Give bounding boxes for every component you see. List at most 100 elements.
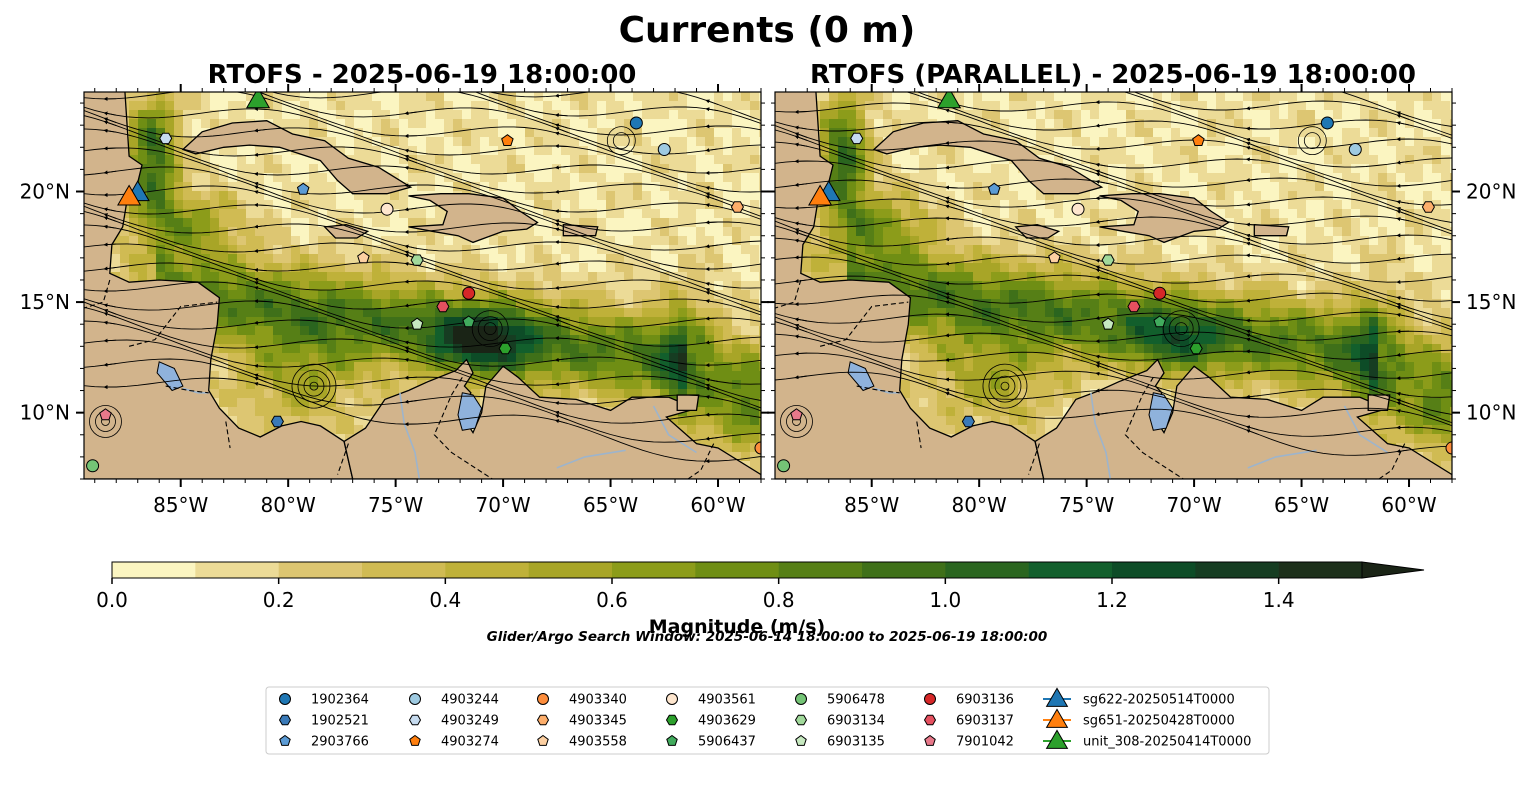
marker-4903561 <box>1071 202 1085 216</box>
streamline-arrow <box>1095 316 1109 321</box>
marker-4903345 <box>1421 201 1435 213</box>
streamline-arrow <box>253 345 267 350</box>
legend-label: 6903134 <box>827 714 885 729</box>
streamline-arrow <box>404 346 418 352</box>
eddy-streamline <box>477 316 503 342</box>
marker-4903629 <box>498 342 512 355</box>
marker-4903274 <box>1192 134 1205 146</box>
streamline-arrow <box>944 357 958 362</box>
legend-marker-4903244 <box>409 693 421 705</box>
eddy-streamline <box>1162 310 1200 348</box>
legend-marker-4903345 <box>536 714 550 726</box>
streamline-arrow <box>554 285 568 290</box>
streamline <box>775 321 1452 424</box>
legend-entry-4903561: 4903561 <box>666 693 756 708</box>
x-tick-label: 65°W <box>583 493 638 517</box>
streamline <box>775 102 1452 187</box>
streamline <box>84 224 761 316</box>
streamline-arrow <box>554 209 568 214</box>
streamline <box>775 294 1452 379</box>
streamline-arrow <box>1245 106 1259 111</box>
streamline-arrow <box>794 221 808 226</box>
marker-1902521 <box>961 415 975 428</box>
streamline-arrow <box>404 279 418 284</box>
streamline <box>775 316 1452 415</box>
legend-label: unit_308-20250414T0000 <box>1083 735 1251 750</box>
marker-sg651-20250428T0000 <box>117 184 142 206</box>
streamline-arrow <box>1245 274 1259 279</box>
streamline-arrow <box>794 334 808 339</box>
streamline-arrow <box>705 436 719 441</box>
streamline-arrow <box>404 357 418 362</box>
y-tick-label: 15°N <box>1466 290 1516 314</box>
legend-marker-6903134 <box>794 714 808 726</box>
eddy-streamline <box>612 132 630 150</box>
streamline-arrow <box>1095 364 1109 370</box>
colorbar-bin <box>445 562 529 578</box>
streamline-arrow <box>1396 209 1410 216</box>
streamline-arrow <box>944 377 958 382</box>
streamline-arrow <box>1245 222 1259 227</box>
streamline-arrow <box>554 261 568 266</box>
legend-entry-5906478: 5906478 <box>795 693 885 708</box>
figure-title: Currents (0 m) <box>619 10 916 51</box>
streamline-arrow <box>554 144 568 149</box>
streamline <box>775 256 1452 341</box>
streamline-arrow <box>1245 137 1259 143</box>
legend-marker-5906478 <box>795 693 807 705</box>
streamline-arrow <box>554 93 568 98</box>
marker-6903137 <box>1127 300 1141 313</box>
legend-entry-6903136: 6903136 <box>924 693 1014 708</box>
river <box>182 387 209 394</box>
legend-entry-6903134: 6903134 <box>794 714 885 729</box>
eddy-streamline <box>483 322 497 336</box>
colorbar-bin <box>278 562 363 578</box>
colorbar-tick-label: 1.0 <box>929 588 961 612</box>
river <box>652 405 697 454</box>
streamline <box>84 205 761 306</box>
legend-label: sg651-20250428T0000 <box>1083 714 1235 729</box>
streamline <box>1133 92 1452 136</box>
streamline-arrow <box>705 412 719 417</box>
platform-markers <box>86 92 761 473</box>
streamline-arrow <box>1396 217 1410 222</box>
colorbar: 0.0 0.2 0.4 0.6 0.8 1.0 1.2 1.4 Magnitude (m/s) <box>96 561 1425 638</box>
marker-5906437 <box>462 315 475 328</box>
streamline-arrow <box>1245 429 1259 435</box>
legend-marker-unit_308-20250414T0000 <box>1045 729 1069 749</box>
streamline-arrow <box>1245 233 1259 239</box>
streamline-arrow <box>404 154 418 161</box>
marker-4903244 <box>657 142 671 156</box>
streamline-arrow <box>253 181 267 187</box>
legend-label: 4903244 <box>441 693 499 708</box>
colorbar-bin <box>945 562 1029 578</box>
streamline-arrow <box>944 281 958 286</box>
x-tick-label: 60°W <box>1381 493 1436 517</box>
eddy-streamline <box>1303 132 1321 150</box>
streamline-arrow <box>554 222 568 229</box>
streamline-arrow <box>106 75 117 77</box>
x-tick-label: 75°W <box>1059 493 1114 517</box>
colorbar-bin <box>362 562 446 578</box>
marker-2903766 <box>987 182 1001 195</box>
legend: 1902364 1902521 2903766 4903244 4903249 49032… <box>265 686 1270 755</box>
map-frame <box>774 91 1453 480</box>
streamline-arrow <box>253 224 267 229</box>
streamline-arrow <box>944 261 958 266</box>
country-border <box>225 421 231 449</box>
colorbar-tick-label: 0.8 <box>763 588 795 612</box>
colorbar-bin <box>1195 562 1279 578</box>
streamline-arrow <box>554 219 568 225</box>
eddy-streamline <box>89 405 122 438</box>
streamline-arrow <box>944 185 958 190</box>
streamline-arrow <box>1245 241 1259 247</box>
river <box>1343 405 1388 454</box>
streamline-arrow <box>554 227 568 233</box>
streamline-arrow <box>1095 412 1109 417</box>
streamline-arrow <box>253 381 267 387</box>
streamline-arrow <box>944 292 958 298</box>
colorbar-bin <box>112 562 196 578</box>
marker-6903134 <box>1101 254 1115 266</box>
country-border <box>1124 377 1184 479</box>
